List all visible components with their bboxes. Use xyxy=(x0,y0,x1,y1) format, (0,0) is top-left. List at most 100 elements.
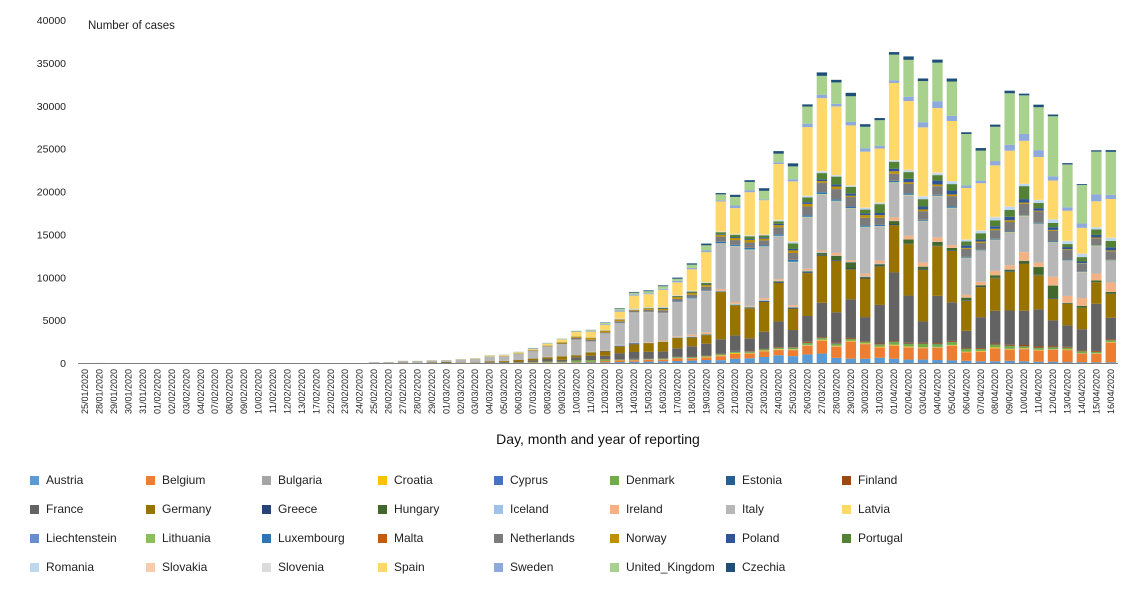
bar-segment-portugal xyxy=(715,232,726,235)
bar-segment-hungary xyxy=(961,297,972,301)
bar-segment-italy xyxy=(701,291,712,333)
bar-segment-croatia xyxy=(860,343,871,344)
bar-segment-norway xyxy=(1105,250,1116,252)
bar-segment-netherlands xyxy=(860,217,871,226)
legend-item-estonia: Estonia xyxy=(726,472,842,488)
bar-segment-austria xyxy=(657,361,669,363)
bar-segment-greece xyxy=(816,254,828,256)
bar-segment-norway xyxy=(556,342,568,344)
bar-segment-austria xyxy=(672,361,683,363)
bar-segment-iceland xyxy=(787,306,799,308)
bar-segment-netherlands xyxy=(975,242,986,250)
bar-segment-belgium xyxy=(802,345,813,355)
bar-segment-portugal xyxy=(888,161,900,169)
bar-segment-netherlands xyxy=(585,339,596,342)
x-tick-label: 02/03/2020 xyxy=(456,369,466,414)
x-tick-label: 28/02/2020 xyxy=(412,369,422,414)
bar-segment-germany xyxy=(643,343,654,352)
bar-segment-austria xyxy=(917,359,929,363)
bar-segment-poland xyxy=(1105,247,1116,251)
bar-segment-hungary xyxy=(1004,269,1015,272)
bar-segment-denmark xyxy=(990,344,1001,348)
bar-segment-denmark xyxy=(903,343,914,347)
bar-segment-denmark xyxy=(542,361,553,363)
x-tick-label: 12/04/2020 xyxy=(1048,369,1058,414)
bar-segment-italy xyxy=(542,346,553,357)
bar-segment-belgium xyxy=(672,358,683,362)
bar-segment-romania xyxy=(860,208,871,210)
bar-segment-portugal xyxy=(903,172,914,179)
bar-segment-finland xyxy=(816,337,828,338)
bar-segment-sweden xyxy=(845,121,856,126)
legend-label: Malta xyxy=(394,531,424,545)
bar-segment-czechia xyxy=(1076,184,1088,185)
bar-segment-portugal xyxy=(730,234,741,237)
bar-segment-germany xyxy=(831,260,842,313)
bar-segment-united-kingdom xyxy=(787,166,799,180)
bar-segment-sweden xyxy=(1018,133,1030,141)
bar-segment-sweden xyxy=(585,330,596,332)
bar-segment-poland xyxy=(1091,234,1102,238)
bar-segment-sweden xyxy=(1062,207,1073,211)
bar-segment-austria xyxy=(758,357,770,363)
bar-segment-united-kingdom xyxy=(730,196,741,206)
bar-segment-belgium xyxy=(903,347,914,360)
bar-segment-italy xyxy=(1047,242,1059,277)
bar-segment-spain xyxy=(628,295,640,309)
x-tick-label: 07/04/2020 xyxy=(976,369,986,414)
bar-segment-romania xyxy=(888,160,900,162)
bar-segment-italy xyxy=(455,359,466,363)
legend-item-croatia: Croatia xyxy=(378,472,494,488)
bar-segment-romania xyxy=(975,230,986,234)
legend-swatch xyxy=(610,504,619,514)
bar-segment-italy xyxy=(498,356,510,361)
x-tick-label: 20/03/2020 xyxy=(716,369,726,414)
bar-segment-belgium xyxy=(990,348,1001,362)
bar-segment-hungary xyxy=(903,239,914,244)
bar-segment-italy xyxy=(1105,261,1116,283)
bar-segment-netherlands xyxy=(787,252,799,260)
bar-segment-netherlands xyxy=(1018,203,1030,215)
bar-segment-hungary xyxy=(946,247,958,251)
bar-segment-united-kingdom xyxy=(1091,151,1102,195)
bar-segment-italy xyxy=(1076,272,1088,299)
bar-segment-greece xyxy=(845,268,856,270)
bar-segment-spain xyxy=(961,187,972,240)
bar-segment-croatia xyxy=(758,350,770,352)
bar-segment-iceland xyxy=(686,336,698,337)
bar-segment-norway xyxy=(643,308,654,310)
x-tick-label: 30/01/2020 xyxy=(124,369,134,414)
bar-segment-italy xyxy=(657,313,669,341)
legend-item-slovenia: Slovenia xyxy=(262,559,378,575)
legend-swatch xyxy=(146,475,155,485)
bar-segment-czechia xyxy=(932,59,943,63)
bar-segment-finland xyxy=(1076,350,1088,352)
bar-segment-united-kingdom xyxy=(614,308,625,311)
x-tick-label: 30/03/2020 xyxy=(860,369,870,414)
bar-segment-finland xyxy=(975,347,986,349)
bar-segment-italy xyxy=(802,217,813,269)
bar-segment-sweden xyxy=(831,103,842,107)
bar-segment-austria xyxy=(730,358,741,363)
legend-item-ireland: Ireland xyxy=(610,501,726,517)
legend-label: Latvia xyxy=(858,502,891,516)
bar-segment-czechia xyxy=(744,180,755,182)
legend-swatch xyxy=(146,533,155,543)
bar-segment-romania xyxy=(917,196,929,200)
bar-segment-romania xyxy=(903,170,914,173)
y-tick-label: 30000 xyxy=(37,101,66,113)
bar-segment-united-kingdom xyxy=(946,81,958,116)
bar-segment-netherlands xyxy=(773,227,784,235)
legend-label: France xyxy=(46,502,84,516)
x-tick-label: 13/03/2020 xyxy=(615,369,625,414)
bar-segment-hungary xyxy=(1062,302,1073,304)
x-axis-label: Day, month and year of reporting xyxy=(496,431,700,447)
x-tick-label: 29/03/2020 xyxy=(846,369,856,414)
bar-segment-norway xyxy=(715,234,726,237)
x-tick-label: 12/02/2020 xyxy=(282,369,292,414)
bar-segment-poland xyxy=(1047,227,1059,230)
bar-segment-finland xyxy=(1018,344,1030,347)
bar-segment-portugal xyxy=(1018,186,1030,200)
legend-label: Slovenia xyxy=(278,560,325,574)
bar-segment-italy xyxy=(831,201,842,253)
